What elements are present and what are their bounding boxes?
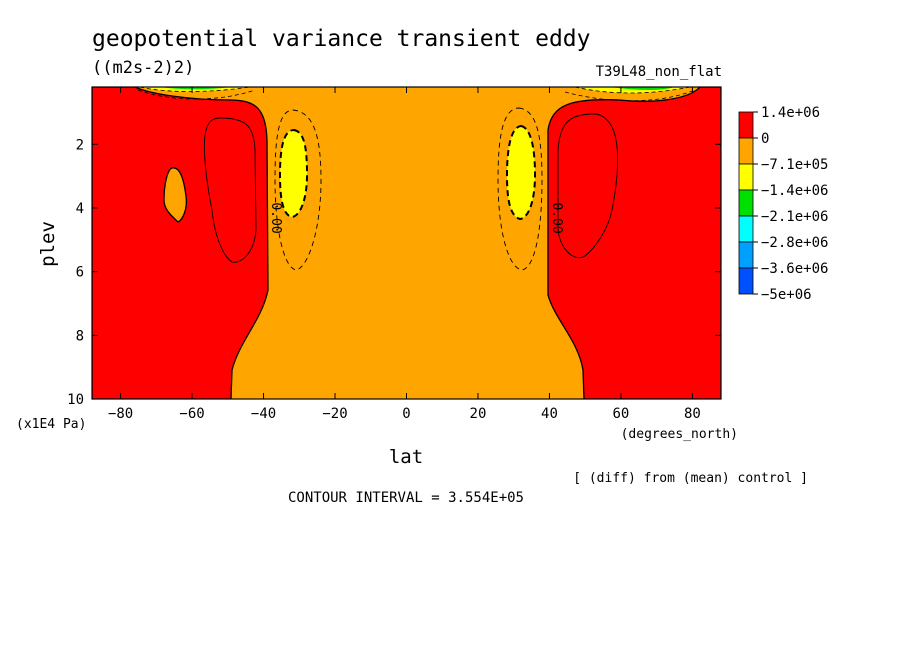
x-tick-label: 40 [541,406,558,422]
legend-level-label: −1.4e+06 [761,183,828,199]
x-tick-label: 80 [684,406,701,422]
chart-units: ((m2s-2)2) [92,58,194,78]
x-tick-label: −20 [322,406,347,422]
contour-interval: CONTOUR INTERVAL = 3.554E+05 [288,490,524,506]
x-tick-label: −60 [179,406,204,422]
top-dashed-west [137,89,256,100]
y-axis-units: (x1E4 Pa) [16,417,86,432]
diff-note: [ (diff) from (mean) control ] [573,471,808,486]
chart-title: geopotential variance transient eddy [92,26,591,52]
y-tick-label: 10 [67,392,84,408]
x-axis-units: (degrees_north) [621,427,738,442]
x-tick-label: −80 [108,406,133,422]
y-tick-label: 4 [76,201,84,217]
x-axis-label: lat [389,446,423,468]
x-tick-label: 20 [470,406,487,422]
y-tick-label: 2 [76,137,84,153]
y-tick-label: 6 [76,265,84,281]
legend-level-label: −7.1e+05 [761,157,828,173]
legend-swatch [738,189,754,217]
zero-label-west: 0.00 [268,202,283,233]
legend-swatch [738,267,754,295]
x-tick-label: 0 [402,406,410,422]
legend-level-label: −5e+06 [761,287,812,303]
legend-swatch [738,215,754,243]
legend-level-label: −3.6e+06 [761,261,828,277]
legend-swatch [738,163,754,191]
y-ticks: 2 4 6 8 10 [67,137,721,408]
top-dashed-east [564,89,696,102]
run-label: T39L48_non_flat [596,64,722,80]
region-positive-west [92,87,269,399]
color-legend: 1.4e+06 0 −7.1e+05 −1.4e+06 −2.1e+06 −2.8e+06… [738,105,828,303]
contour-positive-east [557,113,619,259]
minimum-yellow-west [278,128,309,219]
legend-level-label: −2.8e+06 [761,235,828,251]
legend-level-label: −2.1e+06 [761,209,828,225]
zero-label-east: 0.00 [549,202,564,233]
island-orange-west [163,167,188,223]
x-ticks: −80 −60 −40 −20 0 20 40 60 80 [108,87,701,422]
x-tick-label: −40 [251,406,276,422]
region-positive-east [547,87,721,399]
top-band-east-green [610,87,675,90]
y-axis-label: plev [37,221,59,267]
minimum-yellow-east [505,124,537,221]
legend-swatch [738,137,754,165]
legend-level-label: 0 [761,131,769,147]
contour-positive-west [203,117,257,263]
legend-swatch [738,241,754,269]
legend-level-label: 1.4e+06 [761,105,820,121]
x-tick-label: 60 [613,406,630,422]
legend-swatch [738,111,754,139]
plot-area: 0.00 0.00 −80 −60 −40 −20 0 20 40 60 80 2 4 6 8 10 [67,86,722,422]
y-tick-label: 8 [76,328,84,344]
